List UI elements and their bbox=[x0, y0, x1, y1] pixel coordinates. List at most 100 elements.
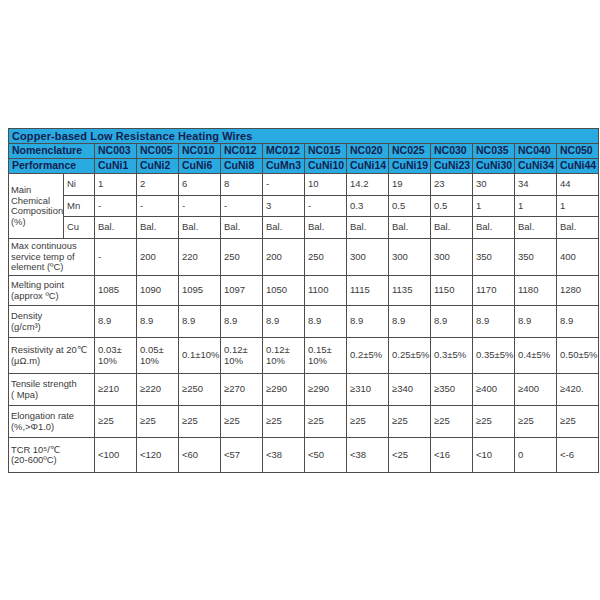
value-cell: Bal. bbox=[515, 217, 557, 239]
value-cell: 300 bbox=[389, 239, 431, 276]
value-cell: 1 bbox=[515, 196, 557, 217]
value-cell: - bbox=[95, 239, 137, 276]
value-cell: 0 bbox=[515, 438, 557, 473]
value-cell: <50 bbox=[305, 438, 347, 473]
row-label: Resistivity at 20℃ (μΩ.m) bbox=[9, 338, 95, 374]
value-cell: <100 bbox=[95, 438, 137, 473]
value-cell: 8.9 bbox=[431, 306, 473, 338]
column-header-alloy: CuNi30 bbox=[473, 159, 515, 174]
value-cell: ≥25 bbox=[221, 406, 263, 438]
table-row-melting-point: Melting point (approx ºC) 1085 1090 1095… bbox=[9, 276, 599, 306]
column-header-alloy: CuNi1 bbox=[95, 159, 137, 174]
table-row-elongation-rate: Elongation rate (%,>Φ1.0) ≥25 ≥25 ≥25 ≥2… bbox=[9, 406, 599, 438]
performance-row: Performance CuNi1 CuNi2 CuNi6 CuNi8 CuMn… bbox=[9, 159, 599, 174]
value-cell: 0.4±5% bbox=[515, 338, 557, 374]
value-cell: <25 bbox=[389, 438, 431, 473]
column-header-alloy: CuNi2 bbox=[137, 159, 179, 174]
table-row-manganese: Mn - - - - 3 - 0.3 0.5 0.5 1 1 1 bbox=[9, 196, 599, 217]
value-cell: 8.9 bbox=[179, 306, 221, 338]
value-cell: 8.9 bbox=[347, 306, 389, 338]
value-cell: ≥400 bbox=[515, 374, 557, 406]
value-cell: 0.50±5% bbox=[557, 338, 599, 374]
value-cell: 3 bbox=[263, 196, 305, 217]
value-cell: 220 bbox=[179, 239, 221, 276]
value-cell: <10 bbox=[473, 438, 515, 473]
column-header-code: MC012 bbox=[263, 144, 305, 159]
nomenclature-row: Nomenclature NC003 NC005 NC010 NC012 MC0… bbox=[9, 144, 599, 159]
value-cell: ≥420. bbox=[557, 374, 599, 406]
value-cell: 250 bbox=[221, 239, 263, 276]
value-cell: 0.5 bbox=[431, 196, 473, 217]
value-cell: - bbox=[179, 196, 221, 217]
value-cell: ≥400 bbox=[473, 374, 515, 406]
value-cell: Bal. bbox=[431, 217, 473, 239]
value-cell: ≥25 bbox=[137, 406, 179, 438]
value-cell: 2 bbox=[137, 174, 179, 196]
value-cell: 1115 bbox=[347, 276, 389, 306]
column-header-code: NC030 bbox=[431, 144, 473, 159]
value-cell: 0.03± 10% bbox=[95, 338, 137, 374]
value-cell: 400 bbox=[557, 239, 599, 276]
value-cell: ≥25 bbox=[305, 406, 347, 438]
value-cell: <57 bbox=[221, 438, 263, 473]
table-row-copper: Cu Bal. Bal. Bal. Bal. Bal. Bal. Bal. Ba… bbox=[9, 217, 599, 239]
column-header-code: NC020 bbox=[347, 144, 389, 159]
value-cell: 14.2 bbox=[347, 174, 389, 196]
value-cell: 8.9 bbox=[515, 306, 557, 338]
value-cell: ≥25 bbox=[389, 406, 431, 438]
value-cell: ≥340 bbox=[389, 374, 431, 406]
value-cell: <60 bbox=[179, 438, 221, 473]
value-cell: ≥270 bbox=[221, 374, 263, 406]
nomenclature-label: Nomenclature bbox=[9, 144, 95, 159]
row-label: Tensile strength ( Mpa) bbox=[9, 374, 95, 406]
value-cell: Bal. bbox=[95, 217, 137, 239]
value-cell: Bal. bbox=[389, 217, 431, 239]
value-cell: 8.9 bbox=[305, 306, 347, 338]
value-cell: 0.25±5% bbox=[389, 338, 431, 374]
value-cell: - bbox=[95, 196, 137, 217]
value-cell: ≥220 bbox=[137, 374, 179, 406]
value-cell: <38 bbox=[347, 438, 389, 473]
value-cell: Bal. bbox=[305, 217, 347, 239]
value-cell: 34 bbox=[515, 174, 557, 196]
column-header-code: NC015 bbox=[305, 144, 347, 159]
value-cell: 0.05± 10% bbox=[137, 338, 179, 374]
value-cell: ≥25 bbox=[473, 406, 515, 438]
column-header-alloy: CuNi19 bbox=[389, 159, 431, 174]
value-cell: 0.12± 10% bbox=[263, 338, 305, 374]
value-cell: Bal. bbox=[221, 217, 263, 239]
value-cell: 1095 bbox=[179, 276, 221, 306]
value-cell: ≥350 bbox=[431, 374, 473, 406]
table-title-row: Copper-based Low Resistance Heating Wire… bbox=[9, 129, 599, 144]
column-header-alloy: CuNi6 bbox=[179, 159, 221, 174]
value-cell: - bbox=[137, 196, 179, 217]
value-cell: 1280 bbox=[557, 276, 599, 306]
value-cell: ≥25 bbox=[557, 406, 599, 438]
value-cell: 19 bbox=[389, 174, 431, 196]
value-cell: 0.3±5% bbox=[431, 338, 473, 374]
value-cell: 250 bbox=[305, 239, 347, 276]
value-cell: 1135 bbox=[389, 276, 431, 306]
value-cell: Bal. bbox=[557, 217, 599, 239]
value-cell: ≥310 bbox=[347, 374, 389, 406]
column-header-code: NC035 bbox=[473, 144, 515, 159]
value-cell: ≥25 bbox=[515, 406, 557, 438]
row-label: Max continuous service temp of element (… bbox=[9, 239, 95, 276]
column-header-alloy: CuNi8 bbox=[221, 159, 263, 174]
row-label: Elongation rate (%,>Φ1.0) bbox=[9, 406, 95, 438]
value-cell: 1 bbox=[557, 196, 599, 217]
row-label-composition: Main Chemical Composition (%) bbox=[9, 174, 64, 239]
value-cell: 350 bbox=[473, 239, 515, 276]
value-cell: 8 bbox=[221, 174, 263, 196]
column-header-alloy: CuNi23 bbox=[431, 159, 473, 174]
performance-label: Performance bbox=[9, 159, 95, 174]
value-cell: ≥290 bbox=[263, 374, 305, 406]
value-cell: Bal. bbox=[179, 217, 221, 239]
element-label: Cu bbox=[64, 217, 95, 239]
value-cell: 1 bbox=[473, 196, 515, 217]
table-title: Copper-based Low Resistance Heating Wire… bbox=[9, 129, 599, 144]
value-cell: 0.5 bbox=[389, 196, 431, 217]
value-cell: Bal. bbox=[263, 217, 305, 239]
value-cell: 0.35±5% bbox=[473, 338, 515, 374]
row-label: Density (g/cm³) bbox=[9, 306, 95, 338]
